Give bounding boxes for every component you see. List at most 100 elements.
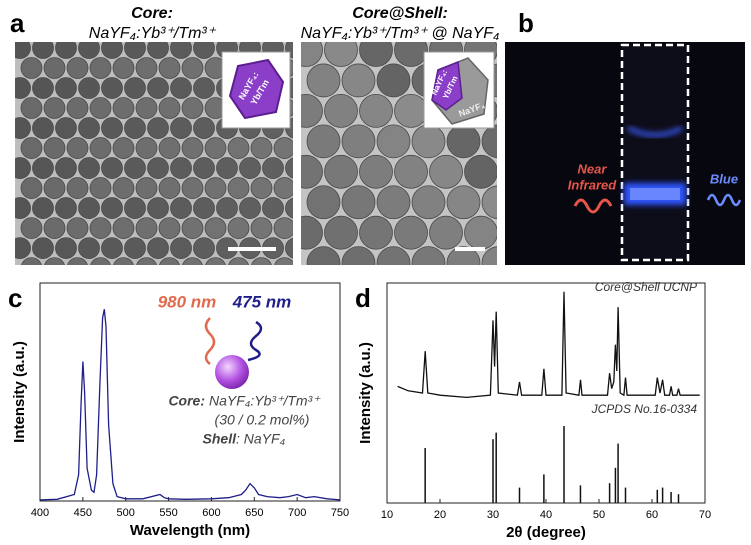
particle (239, 197, 261, 219)
particle (262, 197, 284, 219)
spectrum-line (39, 309, 341, 501)
x-tick-label: 700 (288, 507, 306, 519)
particle (181, 217, 204, 239)
particle (158, 177, 181, 199)
particle (124, 117, 146, 139)
particle (78, 77, 100, 99)
x-tick-label: 40 (540, 509, 552, 521)
particle (446, 246, 481, 265)
particle (32, 237, 54, 260)
shell-title: Core@Shell: (352, 5, 448, 22)
particle (101, 77, 123, 99)
particle (182, 257, 203, 265)
particle (158, 137, 181, 159)
particle (55, 117, 77, 139)
particle (147, 117, 169, 139)
particle (113, 257, 134, 265)
particle (101, 197, 123, 219)
particle (228, 257, 249, 265)
meniscus-glow (627, 126, 683, 137)
particle (44, 257, 65, 265)
particle (250, 217, 273, 239)
x-tick-label: 400 (31, 507, 49, 519)
particle (341, 185, 376, 220)
particle (341, 63, 376, 98)
particle (446, 185, 481, 220)
annotation: 475 nm (232, 292, 292, 311)
core-crystal (431, 60, 463, 111)
particle (273, 177, 293, 199)
particle (158, 97, 181, 119)
particle (55, 197, 77, 219)
particle (112, 57, 135, 79)
particle (55, 42, 77, 59)
core-title: Core: (131, 5, 173, 22)
x-tick-label: 20 (434, 509, 446, 521)
particle (193, 117, 215, 139)
particle (147, 77, 169, 99)
particle (43, 137, 66, 159)
core-crystal (228, 58, 285, 120)
particle (66, 137, 89, 159)
cuvette (620, 43, 690, 262)
particle (78, 42, 100, 59)
particle (430, 277, 463, 310)
particle (124, 77, 146, 99)
x-tick-label: 30 (487, 509, 499, 521)
particle (411, 185, 446, 220)
particle (376, 185, 411, 220)
particle (124, 197, 146, 219)
particle (170, 157, 192, 179)
core-formula: NaYF₄:Yb³⁺/Tm³⁺ (89, 25, 217, 42)
x-tick-label: 450 (74, 507, 92, 519)
particle (285, 42, 293, 59)
particle (341, 124, 376, 159)
x-tick-label: 750 (331, 507, 349, 519)
particle (55, 237, 77, 260)
particle (181, 177, 204, 199)
particle (324, 94, 358, 128)
particle (464, 154, 497, 189)
particle (89, 97, 112, 119)
particle (306, 124, 341, 159)
particle (193, 77, 215, 99)
particle (43, 177, 66, 199)
particle (216, 197, 238, 219)
panel-label: c (8, 283, 22, 313)
particle (124, 157, 146, 179)
nanoparticle (215, 355, 249, 389)
particle (78, 237, 100, 260)
particle (15, 197, 31, 219)
nir-label: Infrared (568, 177, 617, 192)
particle (20, 217, 43, 239)
particle (32, 77, 54, 99)
particle (411, 124, 446, 159)
particle (394, 154, 428, 189)
particle (112, 97, 135, 119)
particle (32, 157, 54, 179)
particle (394, 42, 428, 67)
particle (181, 137, 204, 159)
wave (247, 320, 263, 362)
particle (262, 157, 284, 179)
particle (170, 237, 192, 260)
particle (66, 97, 89, 119)
annotation: Core: (168, 393, 205, 409)
particle (135, 177, 158, 199)
particle (500, 277, 533, 310)
particle (78, 197, 100, 219)
particle (429, 154, 463, 189)
x-tick-label: 60 (646, 509, 658, 521)
particle (301, 215, 323, 250)
particle (21, 257, 42, 265)
particle (359, 94, 393, 128)
particle (135, 137, 158, 159)
particle (147, 237, 169, 260)
y-axis-label: Intensity (a.u.) (357, 342, 374, 444)
particle (429, 215, 463, 250)
particle (43, 97, 66, 119)
plot-frame (39, 282, 341, 502)
annotation: 980 nm (158, 292, 217, 311)
particle (15, 157, 31, 179)
